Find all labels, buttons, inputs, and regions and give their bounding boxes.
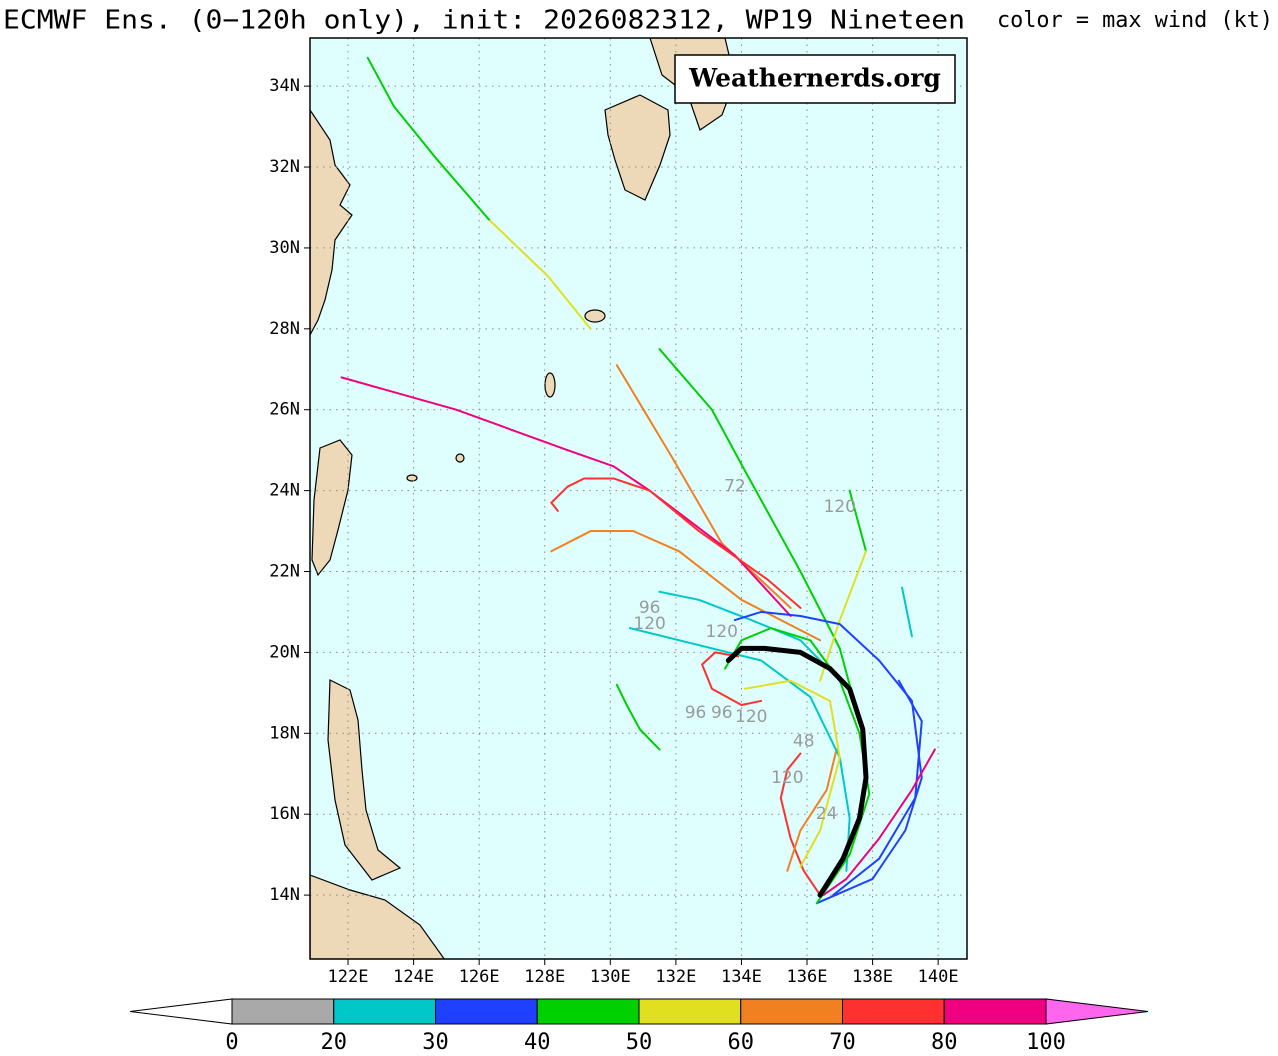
x-tick-label: 130E	[590, 967, 631, 987]
y-tick-label: 26N	[269, 400, 300, 420]
colorbar-tick-label: 40	[524, 1030, 551, 1055]
hour-label: 48	[793, 731, 815, 751]
colorbar-segment	[943, 998, 1047, 1025]
chart-title: ECMWF Ens. (0−120h only), init: 20260823…	[3, 6, 965, 36]
colorbar-tick-label: 30	[422, 1030, 449, 1055]
chart-subtitle: color = max wind (kt)	[997, 8, 1273, 33]
x-tick-label: 128E	[524, 967, 565, 987]
x-tick-label: 124E	[393, 967, 434, 987]
hour-label: 96	[711, 703, 733, 723]
y-tick-label: 34N	[269, 76, 300, 96]
ensemble-mean-track	[725, 645, 869, 898]
member-track	[658, 590, 841, 682]
y-tick-label: 16N	[269, 804, 300, 824]
colorbar-tick-label: 100	[1026, 1030, 1066, 1055]
island	[544, 372, 556, 398]
colorbar: 0 20 30 40 50 60 70 80 100	[129, 998, 1149, 1055]
y-tick-label: 28N	[269, 319, 300, 339]
hour-label: 96	[639, 598, 661, 618]
hour-label: 24	[816, 804, 838, 824]
hour-label: 120	[735, 707, 767, 727]
colorbar-over	[1045, 998, 1149, 1025]
tracks	[340, 56, 936, 905]
watermark-box	[674, 54, 956, 104]
luzon	[327, 679, 402, 881]
y-tick-label: 32N	[269, 157, 300, 177]
philippines-south	[310, 874, 446, 959]
map-frame	[309, 37, 968, 960]
island	[584, 309, 606, 323]
member-track	[901, 586, 913, 638]
island	[406, 474, 418, 482]
colorbar-segment	[638, 998, 742, 1025]
island	[455, 453, 465, 463]
member-track	[848, 489, 868, 553]
china-coast	[310, 108, 353, 336]
hour-label: 120	[824, 497, 856, 517]
colorbar-segment	[842, 998, 945, 1025]
member-track	[786, 748, 838, 872]
member-track	[832, 679, 923, 897]
member-track	[488, 218, 592, 330]
x-tick-label: 136E	[787, 967, 828, 987]
x-tick-label: 134E	[721, 967, 762, 987]
member-track	[701, 651, 763, 706]
colorbar-tick-label: 80	[931, 1030, 958, 1055]
colorbar-tick-label: 0	[225, 1030, 238, 1055]
y-tick-label: 18N	[269, 723, 300, 743]
x-tick-label: 122E	[328, 967, 369, 987]
colorbar-tick-label: 20	[321, 1030, 348, 1055]
hour-label: 120	[706, 622, 738, 642]
hour-label: 120	[771, 768, 803, 788]
hour-label: 72	[724, 477, 746, 497]
member-track	[779, 752, 822, 897]
member-track	[733, 610, 923, 905]
colorbar-segment	[333, 998, 436, 1025]
member-track	[550, 530, 822, 642]
colorbar-tick-label: 70	[829, 1030, 856, 1055]
member-track	[822, 748, 936, 897]
watermark: Weathernerds.org	[688, 64, 941, 93]
colorbar-under	[129, 998, 233, 1025]
colorbar-tick-label: 50	[626, 1030, 653, 1055]
hour-label: 96	[685, 703, 707, 723]
member-track	[628, 627, 851, 872]
member-track	[658, 348, 861, 723]
member-track	[615, 364, 792, 609]
x-tick-label: 126E	[459, 967, 500, 987]
member-track	[550, 477, 802, 609]
colorbar-segment	[536, 998, 640, 1025]
y-tick-label: 14N	[269, 885, 300, 905]
member-track	[615, 683, 661, 751]
x-tick-label: 132E	[655, 967, 696, 987]
hour-label: 120	[633, 614, 665, 634]
x-tick-label: 138E	[852, 967, 893, 987]
x-tick-label: 140E	[918, 967, 959, 987]
colorbar-segment	[740, 998, 843, 1025]
member-track	[819, 550, 868, 682]
y-tick-label: 20N	[269, 642, 300, 662]
y-tick-label: 24N	[269, 481, 300, 501]
y-tick-label: 22N	[269, 562, 300, 582]
colorbar-segment	[435, 998, 538, 1025]
colorbar-tick-label: 60	[728, 1030, 755, 1055]
colorbar-segment	[231, 998, 335, 1025]
member-track	[366, 56, 491, 221]
member-track	[743, 679, 841, 868]
kyushu	[604, 94, 671, 201]
taiwan	[311, 439, 353, 577]
y-tick-label: 30N	[269, 238, 300, 258]
